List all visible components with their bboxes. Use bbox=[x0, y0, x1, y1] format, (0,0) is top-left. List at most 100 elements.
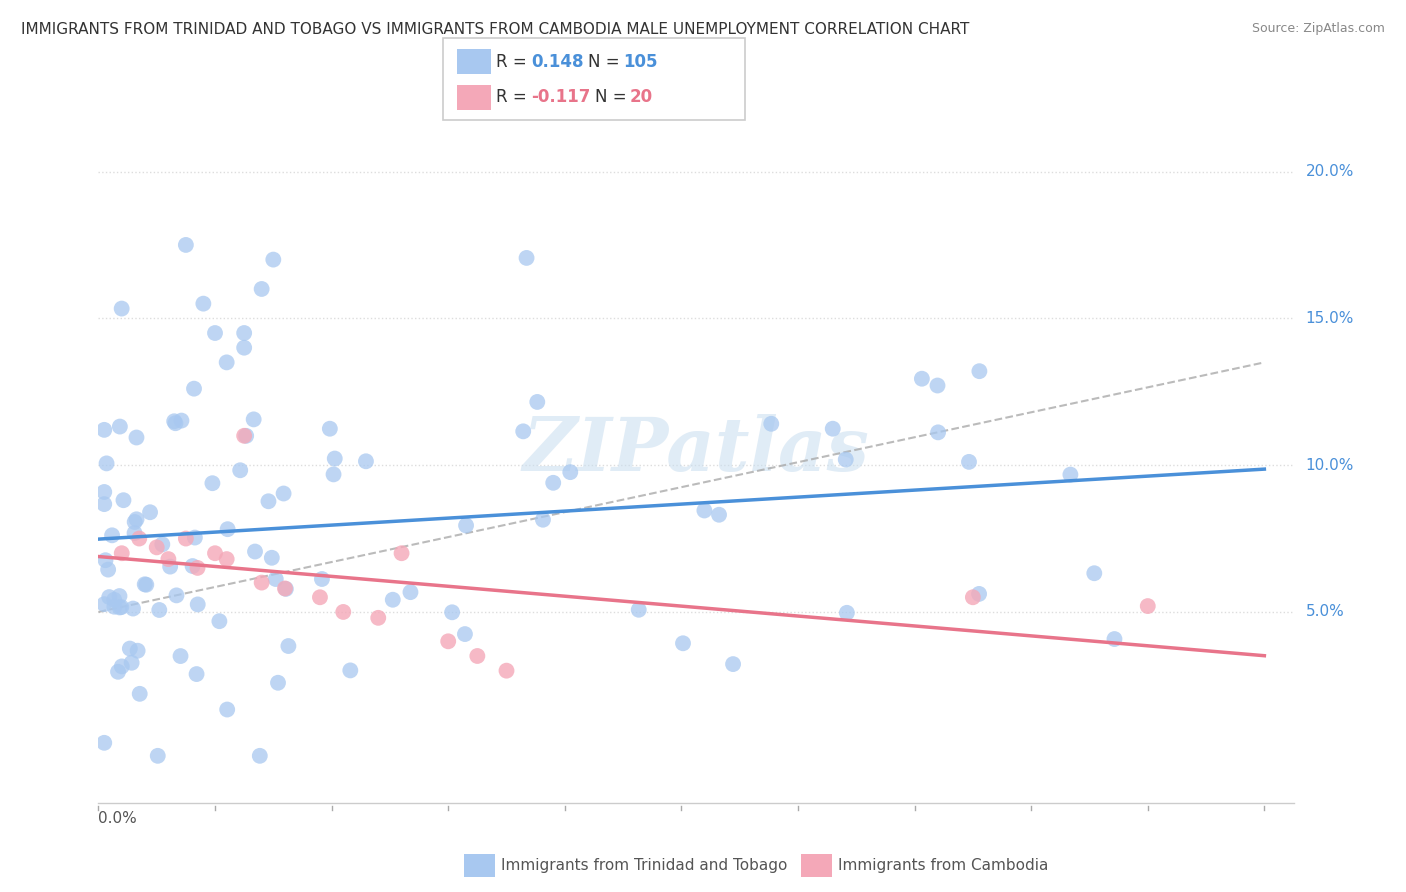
Point bbox=[1104, 632, 1126, 646]
Point bbox=[560, 465, 582, 479]
Point bbox=[111, 301, 134, 316]
Point bbox=[243, 544, 266, 558]
Point bbox=[437, 634, 460, 648]
Text: N =: N = bbox=[595, 88, 631, 106]
Point bbox=[163, 414, 186, 428]
Point bbox=[98, 590, 121, 604]
Point bbox=[187, 598, 209, 612]
Point bbox=[165, 416, 187, 430]
Point bbox=[235, 429, 257, 443]
Point bbox=[267, 675, 290, 690]
Point bbox=[208, 614, 231, 628]
Point bbox=[103, 599, 125, 614]
Point bbox=[124, 526, 146, 541]
Point bbox=[339, 664, 361, 678]
Point bbox=[1083, 566, 1105, 581]
Point bbox=[399, 585, 422, 599]
Point bbox=[262, 252, 284, 267]
Point bbox=[111, 659, 134, 673]
Text: R =: R = bbox=[496, 53, 533, 70]
Point bbox=[215, 355, 238, 369]
Point bbox=[128, 532, 150, 546]
Point bbox=[169, 649, 191, 664]
Point bbox=[217, 702, 239, 716]
Point bbox=[217, 522, 239, 536]
Point bbox=[277, 639, 299, 653]
Point bbox=[229, 463, 252, 477]
Point bbox=[322, 467, 344, 482]
Text: 0.0%: 0.0% bbox=[98, 811, 138, 826]
Point bbox=[93, 736, 115, 750]
Point bbox=[166, 588, 188, 602]
Point bbox=[354, 454, 377, 468]
Point bbox=[332, 605, 354, 619]
Text: 105: 105 bbox=[623, 53, 658, 70]
Point bbox=[134, 577, 156, 591]
Point bbox=[264, 572, 287, 586]
Text: -0.117: -0.117 bbox=[531, 88, 591, 106]
Point bbox=[967, 587, 990, 601]
Point bbox=[927, 378, 949, 392]
Point bbox=[274, 582, 297, 596]
Point bbox=[111, 546, 134, 560]
Point bbox=[516, 251, 538, 265]
Point bbox=[184, 531, 207, 545]
Point bbox=[233, 429, 256, 443]
Point bbox=[145, 541, 167, 555]
Point bbox=[186, 561, 208, 575]
Point bbox=[1136, 599, 1159, 613]
Text: 10.0%: 10.0% bbox=[1306, 458, 1354, 473]
Text: Immigrants from Trinidad and Tobago: Immigrants from Trinidad and Tobago bbox=[501, 858, 787, 872]
Point bbox=[94, 553, 117, 567]
Point bbox=[93, 597, 115, 611]
Point bbox=[107, 665, 129, 679]
Point bbox=[93, 423, 115, 437]
Point bbox=[127, 643, 149, 657]
Point bbox=[454, 627, 477, 641]
Point bbox=[125, 512, 148, 526]
Point bbox=[273, 486, 295, 500]
Point bbox=[215, 552, 238, 566]
Point bbox=[274, 582, 297, 596]
Point bbox=[93, 497, 115, 511]
Point bbox=[103, 592, 125, 607]
Point bbox=[249, 748, 271, 763]
Point bbox=[128, 687, 150, 701]
Point bbox=[148, 603, 170, 617]
Point bbox=[707, 508, 730, 522]
Text: 0.148: 0.148 bbox=[531, 53, 583, 70]
Point bbox=[250, 575, 273, 590]
Point bbox=[242, 412, 264, 426]
Point bbox=[541, 475, 564, 490]
Point bbox=[108, 600, 131, 615]
Text: 15.0%: 15.0% bbox=[1306, 310, 1354, 326]
Point bbox=[309, 591, 332, 605]
Point bbox=[204, 326, 226, 340]
Point bbox=[150, 537, 173, 551]
Point bbox=[201, 476, 224, 491]
Point bbox=[170, 414, 193, 428]
Point bbox=[260, 550, 283, 565]
Point bbox=[323, 451, 346, 466]
Text: IMMIGRANTS FROM TRINIDAD AND TOBAGO VS IMMIGRANTS FROM CAMBODIA MALE UNEMPLOYMEN: IMMIGRANTS FROM TRINIDAD AND TOBAGO VS I… bbox=[21, 22, 970, 37]
Point bbox=[233, 326, 256, 340]
Point bbox=[454, 518, 477, 533]
Point bbox=[124, 515, 146, 529]
Point bbox=[381, 592, 404, 607]
Point bbox=[181, 559, 204, 574]
Point bbox=[146, 748, 169, 763]
Point bbox=[311, 572, 333, 586]
Point bbox=[186, 667, 208, 681]
Point bbox=[250, 282, 273, 296]
Text: Immigrants from Cambodia: Immigrants from Cambodia bbox=[838, 858, 1049, 872]
Point bbox=[969, 364, 991, 378]
Point bbox=[96, 456, 118, 470]
Point bbox=[835, 606, 858, 620]
Point bbox=[391, 546, 413, 560]
Point bbox=[97, 563, 120, 577]
Point bbox=[721, 657, 744, 672]
Point bbox=[467, 648, 489, 663]
Point bbox=[204, 546, 226, 560]
Point bbox=[821, 422, 844, 436]
Point bbox=[121, 656, 143, 670]
